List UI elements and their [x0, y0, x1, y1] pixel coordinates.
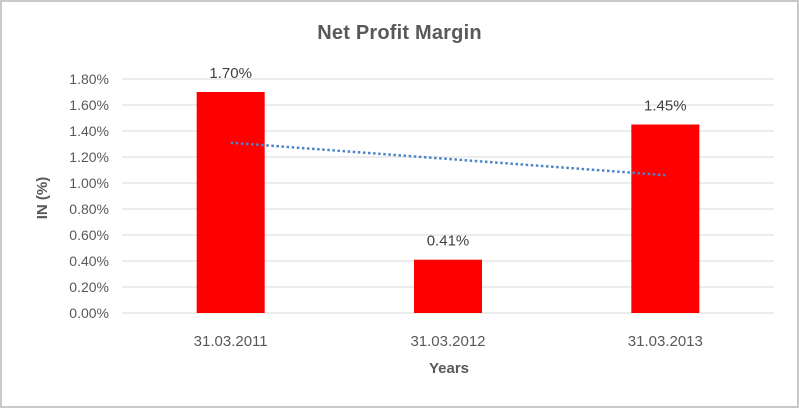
bar — [631, 124, 700, 313]
trendline — [230, 141, 666, 177]
bar — [196, 92, 265, 313]
y-tick-label: 0.20% — [69, 279, 109, 295]
y-tick-label: 1.20% — [69, 149, 109, 165]
y-tick-label: 0.00% — [69, 305, 109, 321]
y-tick-label: 0.60% — [69, 227, 109, 243]
y-tick-label: 1.80% — [69, 71, 109, 87]
y-tick-label: 1.60% — [69, 97, 109, 113]
y-tick-label: 0.40% — [69, 253, 109, 269]
bar-data-label: 0.41% — [427, 233, 470, 250]
chart-title: Net Profit Margin — [317, 22, 482, 44]
y-tick-label: 1.40% — [69, 123, 109, 139]
bar-data-label: 1.45% — [644, 98, 687, 115]
x-axis-title: Years — [428, 360, 470, 377]
bar — [414, 259, 482, 313]
x-tick-label: 31.03.2012 — [410, 333, 485, 350]
x-tick-label: 31.03.2013 — [628, 333, 703, 350]
x-tick-label: 31.03.2011 — [194, 333, 268, 350]
bar-data-label: 1.70% — [209, 65, 252, 82]
y-tick-label: 0.80% — [69, 201, 109, 217]
y-tick-label: 1.00% — [69, 175, 109, 191]
